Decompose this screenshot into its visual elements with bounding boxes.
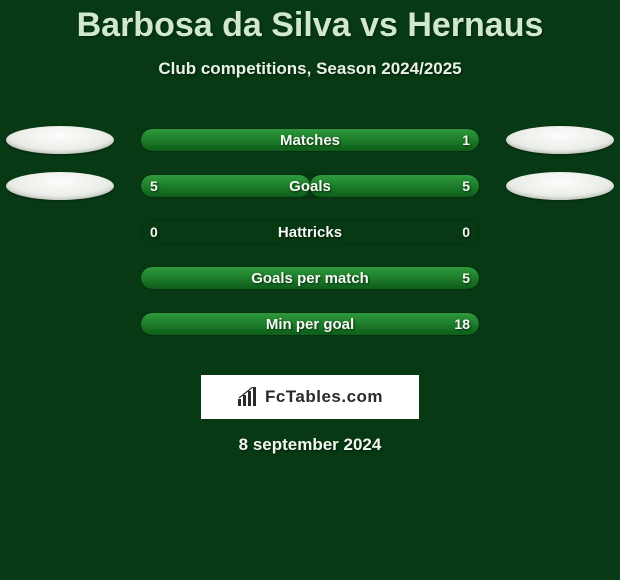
- bar-fill-right: [141, 267, 479, 289]
- bar-fill-left: [141, 175, 310, 197]
- bar-fill-right: [310, 175, 479, 197]
- bar-track: [140, 312, 480, 336]
- player-marker-right: [506, 126, 614, 154]
- stat-row: Goals per match5: [0, 255, 620, 301]
- bar-chart-icon: [237, 387, 259, 407]
- stat-row: Hattricks00: [0, 209, 620, 255]
- stat-row: Goals55: [0, 163, 620, 209]
- page-title: Barbosa da Silva vs Hernaus: [0, 0, 620, 45]
- stats-area: Matches1 Goals55 Hattricks00 Goals per matc…: [0, 117, 620, 347]
- player-marker-left: [6, 126, 114, 154]
- player-marker-right: [506, 172, 614, 200]
- stat-row: Matches1: [0, 117, 620, 163]
- stat-bar: Min per goal18: [140, 312, 480, 336]
- stat-bar: Goals55: [140, 174, 480, 198]
- logo-box: FcTables.com: [201, 375, 419, 419]
- bar-fill-right: [141, 313, 479, 335]
- player-marker-left: [6, 172, 114, 200]
- bar-fill-right: [141, 129, 479, 151]
- stat-row: Min per goal18: [0, 301, 620, 347]
- page-subtitle: Club competitions, Season 2024/2025: [0, 59, 620, 79]
- bar-track: [140, 266, 480, 290]
- bar-track: [140, 128, 480, 152]
- stat-bar: Hattricks00: [140, 220, 480, 244]
- date-line: 8 september 2024: [0, 435, 620, 455]
- stat-bar: Goals per match5: [140, 266, 480, 290]
- logo-text: FcTables.com: [265, 387, 383, 407]
- stat-bar: Matches1: [140, 128, 480, 152]
- bar-track: [140, 174, 480, 198]
- bar-track: [140, 220, 480, 244]
